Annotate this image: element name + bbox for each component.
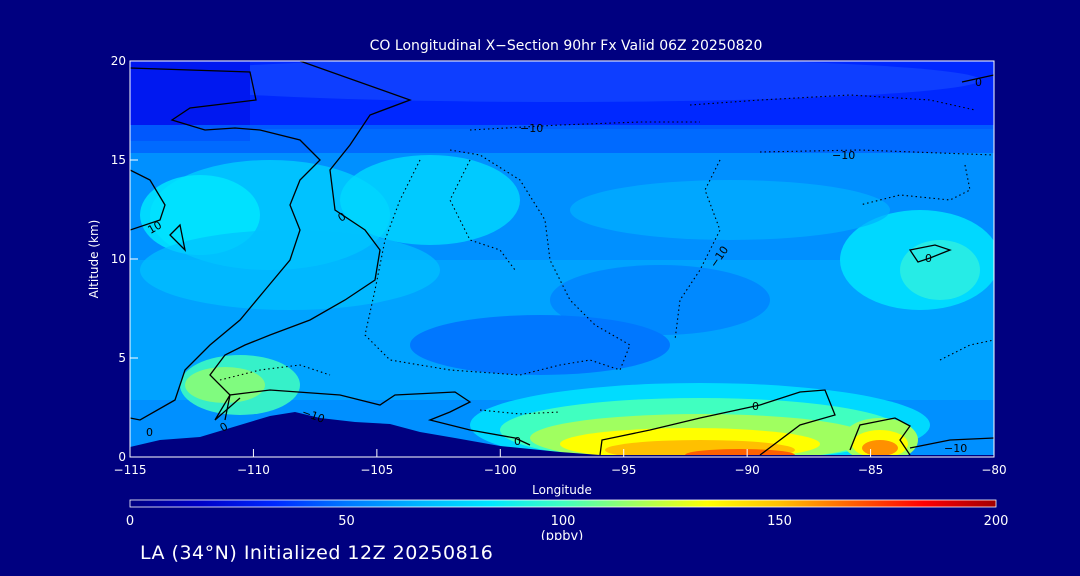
contour-label: −10 [944,442,967,455]
colorbar-units: (ppbv) [541,529,584,540]
contour-line [849,417,911,456]
x-tick-label: −110 [237,463,270,477]
chart-title: CO Longitudinal X−Section 90hr Fx Valid … [370,38,763,54]
contour-label: −10 [520,122,543,135]
contour-line [674,159,721,341]
colorbar-scale [129,499,997,508]
x-axis-label: Longitude [532,483,592,497]
contour-line [209,61,412,421]
contour-line [909,437,994,449]
colorbar-tick-label: 0 [126,514,134,529]
y-axis-label: Altitude (km) [87,220,101,299]
contour-line [759,149,994,156]
contour-line [169,223,187,252]
x-tick-label: −105 [360,463,393,477]
co-cross-section-chart: CO Longitudinal X−Section 90hr Fx Valid … [87,38,1009,544]
contour-label: 0 [752,400,759,413]
initialization-note: LA (34°N) Initialized 12Z 20250816 [140,542,494,564]
colorbar-tick-label: 50 [338,514,355,529]
contour-line [469,121,700,131]
contour-label: 0 [925,252,932,265]
y-axis: 0 5 10 15 20 [111,54,138,464]
x-tick-label: −80 [981,463,1006,477]
colorbar-tick-label: 150 [767,514,792,529]
x-tick-label: −90 [734,463,759,477]
y-tick-label: 0 [118,450,126,464]
plot-field [130,61,994,457]
y-tick-label: 5 [118,351,126,365]
contour-line [130,169,166,231]
y-tick-label: 15 [111,153,126,167]
contour-line [939,339,994,361]
contour-line [130,67,321,421]
y-tick-label: 10 [111,252,126,266]
x-axis: −115 −110 −105 −100 −95 −90 −85 −80 [114,449,1007,477]
contour-label: 0 [514,435,521,448]
colorbar-tick-label: 200 [984,514,1009,529]
contour-label: 0 [975,76,982,89]
colorbar [129,499,997,508]
x-tick-label: −115 [114,463,147,477]
contour-label: 0 [146,426,153,439]
x-tick-label: −85 [858,463,883,477]
contour-line [599,389,836,456]
x-tick-label: −100 [484,463,517,477]
colorbar-ticks: 0 50 100 150 200 [126,514,1009,529]
contour-lines [130,61,994,456]
contour-line [224,389,531,446]
contour-line [908,244,952,263]
x-tick-label: −95 [611,463,636,477]
contour-label: −10 [832,149,855,162]
colorbar-tick-label: 100 [551,514,576,529]
contour-line [961,74,994,83]
contour-label: 10 [145,218,164,236]
y-tick-label: 20 [111,54,126,68]
